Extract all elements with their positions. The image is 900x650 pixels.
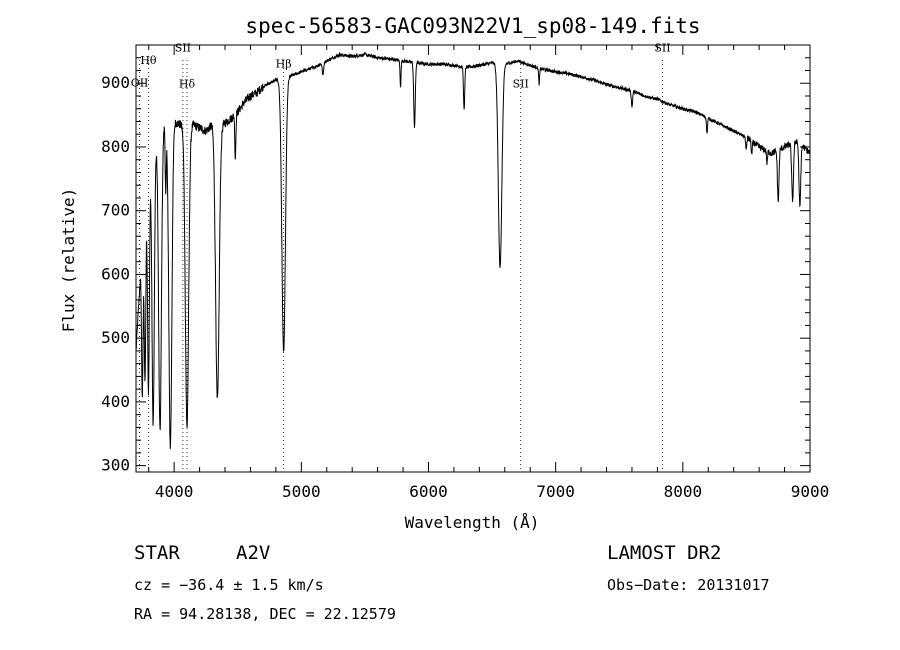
y-tick-label: 400 [101, 392, 130, 411]
survey-name: LAMOST DR2 [607, 542, 722, 564]
line-marker-label: SII [513, 78, 529, 91]
y-tick-label: 600 [101, 264, 130, 283]
y-tick-label: 300 [101, 456, 130, 475]
chart-title: spec-56583-GAC093N22V1_sp08-149.fits [245, 14, 700, 38]
object-type: STAR [134, 542, 180, 564]
redshift-info: cz = −36.4 ± 1.5 km/s [134, 576, 324, 594]
line-marker-label: OII [131, 76, 149, 89]
x-tick-label: 6000 [409, 482, 448, 501]
x-tick-label: 5000 [282, 482, 321, 501]
line-marker-label: Hδ [179, 78, 196, 91]
x-tick-label: 4000 [155, 482, 194, 501]
y-tick-label: 500 [101, 328, 130, 347]
x-tick-label: 7000 [536, 482, 575, 501]
coordinates: RA = 94.28138, DEC = 22.12579 [134, 605, 396, 623]
x-tick-label: 8000 [664, 482, 703, 501]
spectral-subclass: A2V [236, 542, 271, 564]
y-tick-label: 700 [101, 201, 130, 220]
line-marker-label: SII [654, 41, 670, 54]
y-tick-label: 800 [101, 137, 130, 156]
x-axis-label: Wavelength (Å) [405, 513, 540, 532]
plot-area: 4000 5000 6000 7000 8000 9000 300 400 500 600 700 8… [101, 41, 829, 501]
observation-date: Obs−Date: 20131017 [607, 576, 770, 594]
x-tick-label: 9000 [791, 482, 830, 501]
line-marker-label: SII [175, 41, 191, 54]
line-marker-label: Hβ [276, 57, 292, 70]
plot-frame [135, 44, 811, 473]
y-axis-label: Flux (relative) [59, 188, 78, 333]
line-marker-label: Hθ [140, 54, 157, 67]
y-tick-label: 900 [101, 73, 130, 92]
spectrum-line [135, 51, 811, 450]
